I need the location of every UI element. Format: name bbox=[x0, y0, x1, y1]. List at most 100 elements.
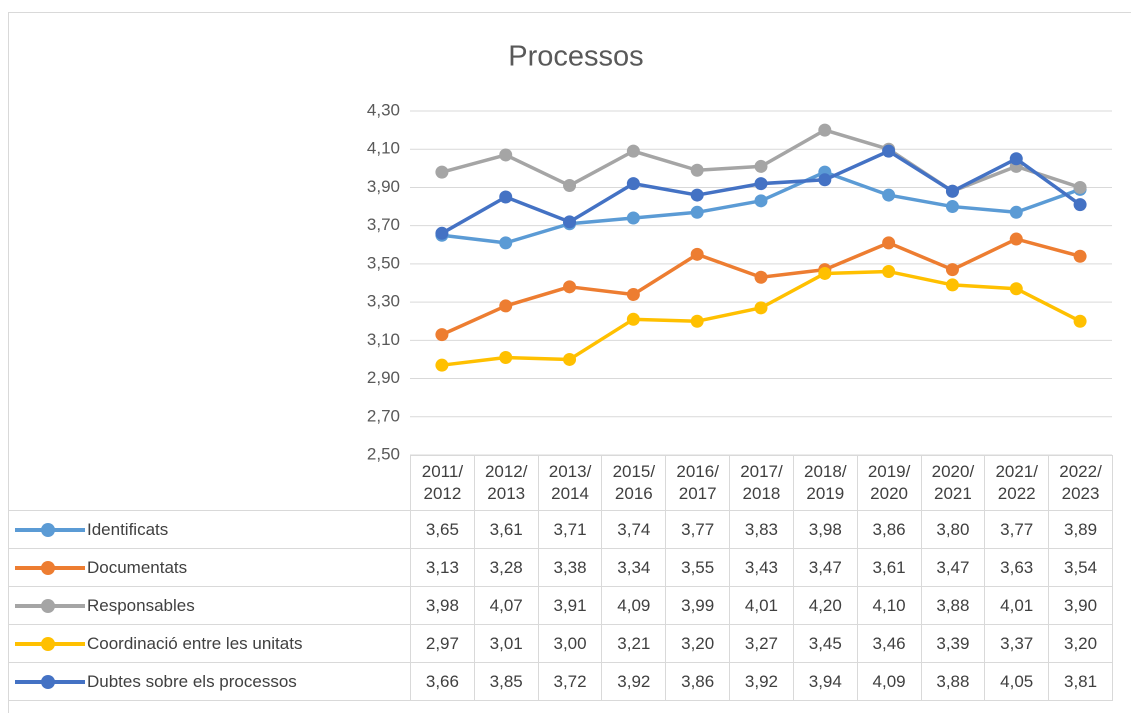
category-label: 2022/2023 bbox=[1059, 462, 1102, 503]
series-marker bbox=[435, 165, 449, 179]
series-marker bbox=[882, 236, 896, 250]
y-tick-label: 2,50 bbox=[367, 444, 400, 463]
series-marker bbox=[499, 236, 513, 250]
series-marker bbox=[1073, 314, 1087, 328]
series-marker bbox=[754, 301, 768, 315]
category-cell: 2015/2016 bbox=[601, 455, 667, 511]
value-cell: 3,54 bbox=[1048, 548, 1113, 587]
category-label: 2020/2021 bbox=[931, 462, 975, 503]
value-cell: 3,66 bbox=[410, 662, 475, 701]
series-marker bbox=[563, 215, 577, 229]
series-marker bbox=[818, 266, 832, 280]
value-cell: 3,38 bbox=[537, 548, 603, 587]
category-cell: 2017/2018 bbox=[729, 455, 794, 511]
series-marker bbox=[818, 173, 832, 187]
series-marker bbox=[1009, 282, 1023, 296]
series-marker bbox=[1073, 249, 1087, 263]
value-cell: 4,07 bbox=[473, 586, 539, 625]
legend-cell: Responsables bbox=[8, 586, 411, 625]
value-cell: 3,34 bbox=[601, 548, 667, 587]
series-marker bbox=[435, 358, 449, 372]
series-marker bbox=[818, 123, 832, 137]
category-label: 2019/2020 bbox=[867, 462, 911, 503]
value-cell: 3,20 bbox=[1048, 624, 1113, 663]
y-tick-label: 3,10 bbox=[367, 330, 400, 349]
data-table: 2011/2012 2012/2013 2013/2014 2015/2016 2016… bbox=[8, 455, 1113, 701]
value-cell: 3,98 bbox=[410, 586, 475, 625]
series-marker bbox=[563, 179, 577, 193]
category-cell: 2018/2019 bbox=[792, 455, 858, 511]
series-marker bbox=[1009, 205, 1023, 219]
value-cell: 3,99 bbox=[665, 586, 731, 625]
y-tick-label: 4,30 bbox=[367, 100, 400, 119]
legend-label: Responsables bbox=[87, 595, 195, 615]
y-tick-label: 3,50 bbox=[367, 253, 400, 272]
series-row: Documentats 3,13 3,28 3,38 3,34 3,55 3,43 3,47 3… bbox=[8, 548, 1113, 587]
value-cell: 4,01 bbox=[984, 586, 1050, 625]
value-cell: 3,88 bbox=[920, 662, 986, 701]
series-line bbox=[441, 269, 1081, 367]
legend-key bbox=[15, 523, 85, 538]
series-marker bbox=[499, 148, 513, 162]
legend-marker bbox=[41, 637, 55, 652]
category-cell: 2012/2013 bbox=[473, 455, 539, 511]
value-cell: 4,05 bbox=[984, 662, 1050, 701]
series-marker bbox=[1009, 152, 1023, 166]
category-label: 2021/2022 bbox=[995, 462, 1038, 503]
value-cell: 3,72 bbox=[537, 662, 603, 701]
value-cell: 3,71 bbox=[537, 510, 603, 549]
legend-key bbox=[15, 561, 85, 576]
y-tick-label: 2,70 bbox=[367, 406, 400, 425]
series-marker bbox=[1073, 180, 1087, 194]
value-cell: 3,92 bbox=[601, 662, 667, 701]
series-row: Coordinació entre les unitats 2,97 3,01 3,0… bbox=[8, 624, 1113, 663]
legend-marker bbox=[41, 561, 55, 576]
series-marker bbox=[754, 177, 768, 191]
legend-cell: Identificats bbox=[8, 510, 411, 549]
value-cell: 3,00 bbox=[537, 624, 603, 663]
series-marker bbox=[626, 177, 640, 191]
category-cell: 2013/2014 bbox=[537, 455, 603, 511]
legend-label: Identificats bbox=[87, 519, 169, 539]
series-marker bbox=[435, 328, 449, 342]
series-marker bbox=[945, 278, 959, 292]
legend-marker bbox=[41, 675, 55, 690]
series-marker bbox=[690, 205, 704, 219]
value-cell: 3,01 bbox=[473, 624, 539, 663]
value-cell: 4,10 bbox=[856, 586, 922, 625]
value-cell: 3,77 bbox=[665, 510, 731, 549]
series-marker bbox=[754, 270, 768, 284]
category-label: 2011/2012 bbox=[421, 462, 464, 503]
value-cell: 3,83 bbox=[729, 510, 794, 549]
series-marker bbox=[1073, 198, 1087, 212]
series-marker bbox=[499, 190, 513, 204]
legend-key bbox=[15, 599, 85, 614]
value-cell: 3,43 bbox=[729, 548, 794, 587]
series-marker bbox=[626, 144, 640, 158]
series-marker bbox=[754, 159, 768, 173]
series-marker bbox=[626, 312, 640, 326]
legend-label: Dubtes sobre els processos bbox=[87, 671, 297, 691]
y-tick-label: 3,90 bbox=[367, 177, 400, 196]
series-marker bbox=[563, 280, 577, 294]
value-cell: 3,20 bbox=[665, 624, 731, 663]
value-cell: 3,86 bbox=[856, 510, 922, 549]
value-cell: 4,01 bbox=[729, 586, 794, 625]
legend-cell: Dubtes sobre els processos bbox=[8, 662, 411, 701]
y-tick-label: 2,90 bbox=[367, 368, 400, 387]
category-label: 2016/2017 bbox=[676, 462, 719, 503]
series-row: Dubtes sobre els processos 3,66 3,85 3,72 3,… bbox=[8, 662, 1113, 701]
category-label: 2012/2013 bbox=[484, 462, 528, 503]
series-marker bbox=[690, 163, 704, 177]
series-row: Responsables 3,98 4,07 3,91 4,09 3,99 4,01 4,20… bbox=[8, 586, 1113, 625]
series-marker bbox=[1009, 232, 1023, 246]
value-cell: 3,90 bbox=[1048, 586, 1113, 625]
value-cell: 3,39 bbox=[920, 624, 986, 663]
series-marker bbox=[754, 194, 768, 208]
value-cell: 3,74 bbox=[601, 510, 667, 549]
value-cell: 3,21 bbox=[601, 624, 667, 663]
y-tick-label: 3,70 bbox=[367, 215, 400, 234]
category-cell: 2021/2022 bbox=[984, 455, 1050, 511]
series-marker bbox=[945, 184, 959, 198]
series-marker bbox=[945, 263, 959, 277]
